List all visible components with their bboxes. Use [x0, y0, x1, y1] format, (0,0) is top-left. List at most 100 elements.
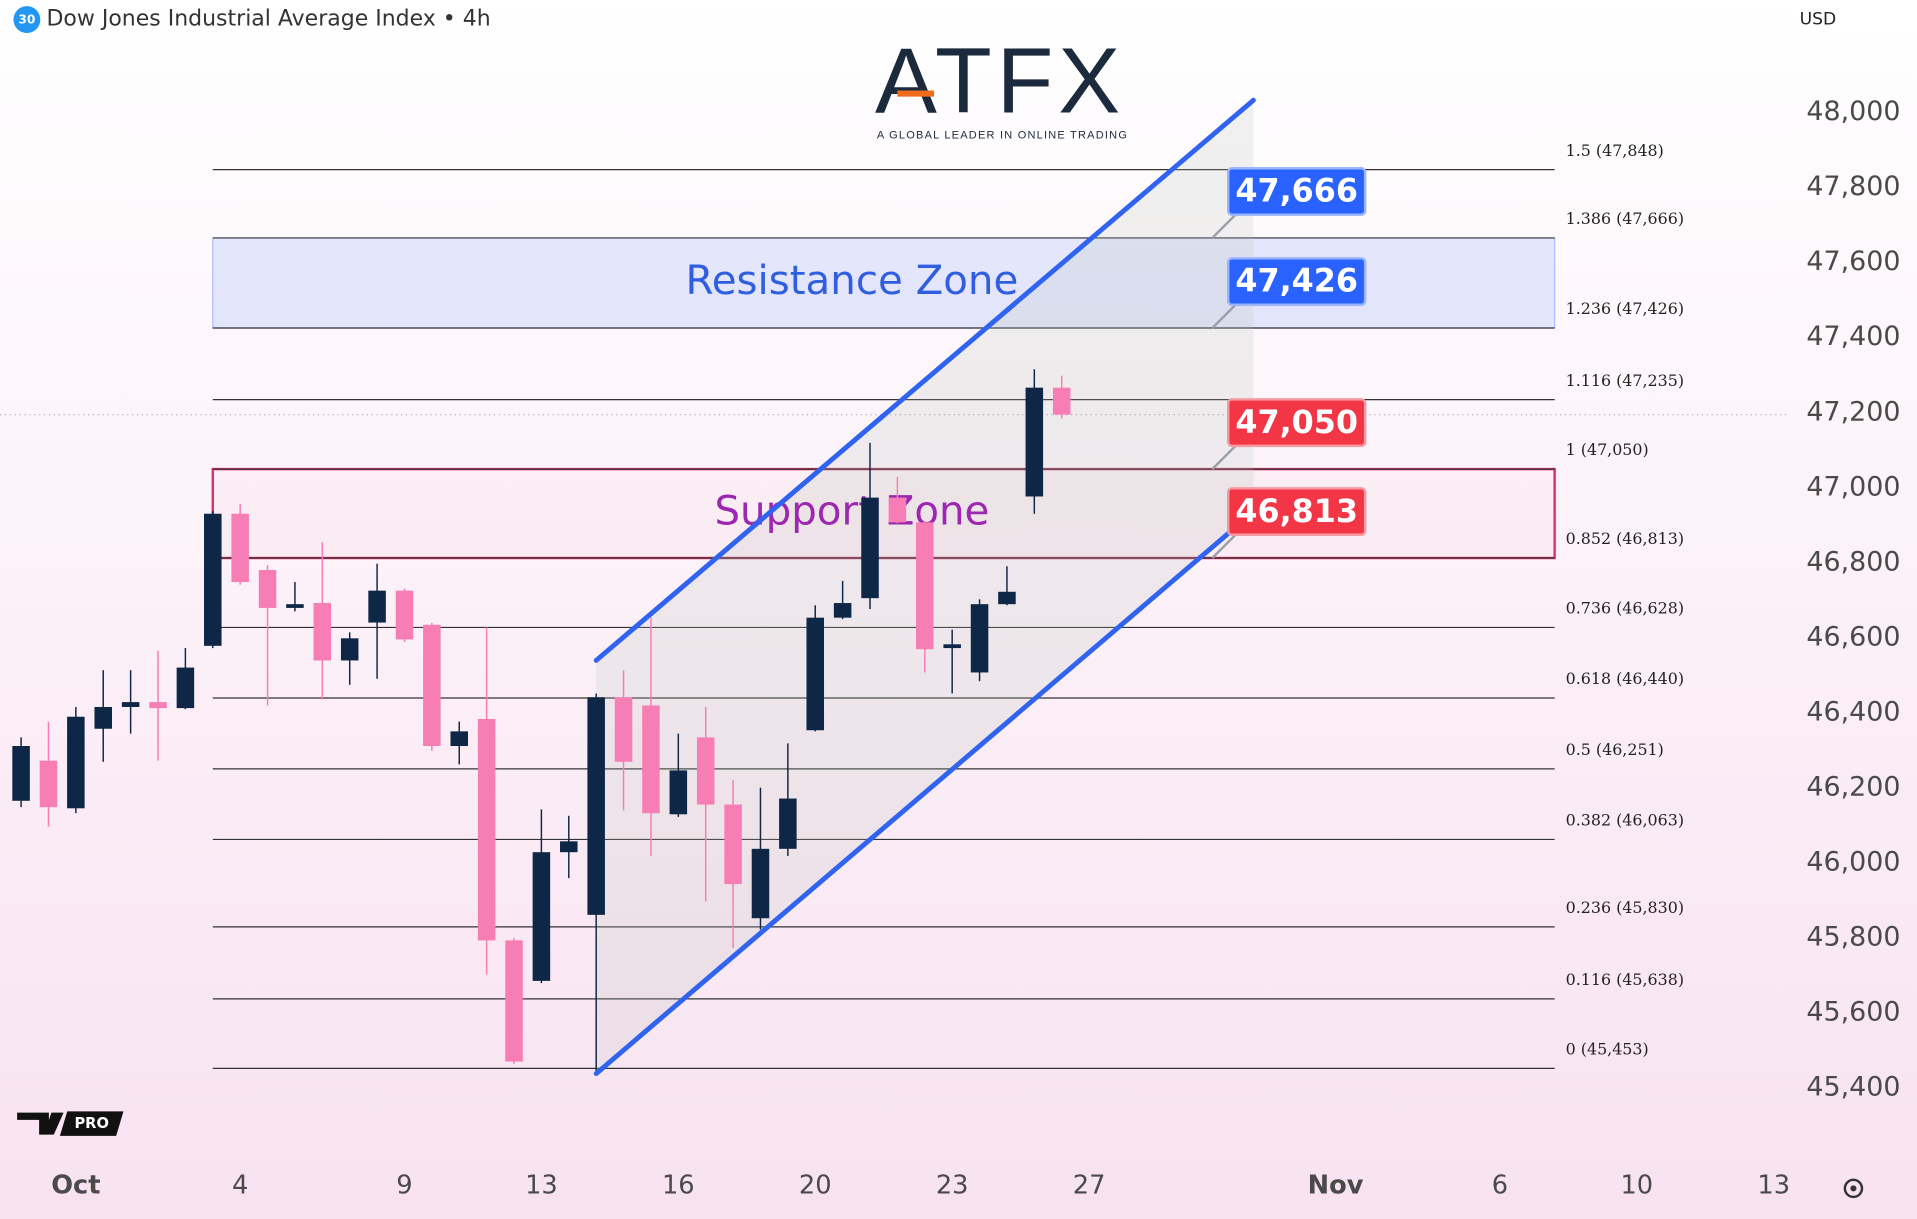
- candle-body: [943, 644, 961, 649]
- y-tick-label: 47,400: [1806, 321, 1900, 352]
- x-tick-label: 23: [936, 1170, 969, 1200]
- y-tick-label: 47,800: [1806, 171, 1900, 202]
- currency-box[interactable]: [1794, 0, 1917, 37]
- candle-body: [642, 705, 660, 814]
- candle-body: [1052, 387, 1071, 415]
- candle-body: [149, 702, 167, 709]
- candle-body: [67, 716, 85, 809]
- candle-body: [231, 513, 249, 583]
- candle-body: [861, 497, 879, 599]
- fib-label: 0.618 (46,440): [1566, 669, 1684, 688]
- price-tag-label: 47,050: [1235, 405, 1358, 441]
- price-tag-label: 46,813: [1235, 494, 1358, 530]
- candle-body: [121, 702, 140, 707]
- candle-body: [696, 737, 715, 805]
- candle-body: [751, 848, 770, 919]
- candle-body: [998, 591, 1016, 605]
- candle-body: [560, 841, 578, 853]
- candle-body: [368, 590, 386, 623]
- fib-label: 0.236 (45,830): [1566, 898, 1684, 917]
- x-tick-label: Nov: [1308, 1170, 1364, 1200]
- price-tag-label: 47,666: [1235, 174, 1358, 210]
- candle-body: [614, 697, 633, 762]
- logo: ATFX: [875, 29, 1125, 133]
- candle-body: [204, 513, 222, 646]
- fib-label: 0.382 (46,063): [1566, 811, 1684, 830]
- candle-body: [286, 604, 304, 608]
- logo-tagline: A GLOBAL LEADER IN ONLINE TRADING: [877, 130, 1128, 142]
- candle-body: [313, 603, 332, 661]
- symbol-badge: [13, 6, 41, 34]
- fib-label: 0.736 (46,628): [1566, 599, 1684, 618]
- y-tick-label: 46,800: [1806, 546, 1900, 577]
- y-tick-label: 46,200: [1806, 772, 1900, 803]
- fib-label: 0.852 (46,813): [1566, 529, 1684, 548]
- settings-icon[interactable]: [1843, 1178, 1864, 1199]
- candle-body: [258, 570, 277, 608]
- candle-body: [970, 604, 989, 673]
- channel-line: [593, 97, 1256, 663]
- candle-body: [724, 804, 742, 885]
- price-tag: [1226, 257, 1367, 306]
- candle-body: [423, 624, 441, 747]
- candle-body: [12, 746, 30, 801]
- x-tick-label: 10: [1620, 1170, 1653, 1200]
- x-tick-label: 13: [1757, 1170, 1790, 1200]
- candle-body: [779, 798, 797, 849]
- fib-label: 1.236 (47,426): [1566, 299, 1684, 318]
- x-tick-label: 16: [662, 1170, 695, 1200]
- candle-body: [833, 603, 852, 618]
- candle-body: [806, 617, 825, 731]
- y-tick-label: 47,000: [1806, 471, 1900, 502]
- settings-icon-center[interactable]: [1850, 1185, 1857, 1192]
- price-tag: [1226, 167, 1367, 216]
- candle-body: [916, 522, 934, 650]
- candle-body: [888, 497, 907, 523]
- pro-badge: [59, 1111, 124, 1136]
- candle-body: [505, 940, 523, 1062]
- x-tick-label: 6: [1492, 1170, 1508, 1200]
- logo-accent: [897, 90, 935, 97]
- candle-body: [532, 852, 551, 981]
- zone-label: Resistance Zone: [686, 257, 1019, 304]
- currency[interactable]: USD: [1800, 10, 1837, 30]
- x-tick-label: 20: [799, 1170, 832, 1200]
- fib-label: 1.5 (47,848): [1566, 141, 1664, 160]
- fib-label: 1.386 (47,666): [1566, 209, 1684, 228]
- x-tick-label: 27: [1073, 1170, 1106, 1200]
- x-tick-label: 13: [525, 1170, 558, 1200]
- fib-label: 0 (45,453): [1566, 1039, 1649, 1058]
- fib-label: 0.5 (46,251): [1566, 740, 1664, 759]
- candle-body: [39, 760, 58, 808]
- y-tick-label: 45,800: [1806, 922, 1900, 953]
- y-tick-label: 48,000: [1806, 96, 1900, 127]
- fib-label: 1.116 (47,235): [1566, 371, 1684, 390]
- x-tick-label: 4: [232, 1170, 248, 1200]
- candle-body: [587, 697, 605, 915]
- candle-body: [669, 770, 688, 815]
- y-tick-label: 45,400: [1806, 1072, 1900, 1103]
- price-tag: [1226, 398, 1367, 448]
- candle-body: [176, 667, 195, 709]
- y-tick-label: 47,200: [1806, 396, 1900, 427]
- candle-body: [340, 638, 359, 661]
- y-tick-label: 45,600: [1806, 997, 1900, 1028]
- y-tick-label: 46,000: [1806, 847, 1900, 878]
- channel-line: [593, 525, 1237, 1077]
- candle-body: [450, 731, 469, 747]
- fib-label: 1 (47,050): [1566, 440, 1649, 459]
- y-tick-label: 46,600: [1806, 621, 1900, 652]
- y-tick-label: 47,600: [1806, 246, 1900, 277]
- price-tag: [1226, 487, 1367, 537]
- candle-body: [1025, 387, 1044, 497]
- candle-body: [477, 718, 496, 941]
- fib-label: 0.116 (45,638): [1566, 970, 1684, 989]
- zone-label: Support Zone: [714, 488, 989, 535]
- plot: 1.5 (47,848) 1.386 (47,666) 1.236 (47,426)…: [0, 96, 1900, 1200]
- price-tag-label: 47,426: [1235, 264, 1358, 300]
- symbol-title: Dow Jones Industrial Average Index • 4h: [46, 7, 490, 32]
- candle-body: [395, 590, 414, 640]
- badge-text: 30: [18, 13, 35, 27]
